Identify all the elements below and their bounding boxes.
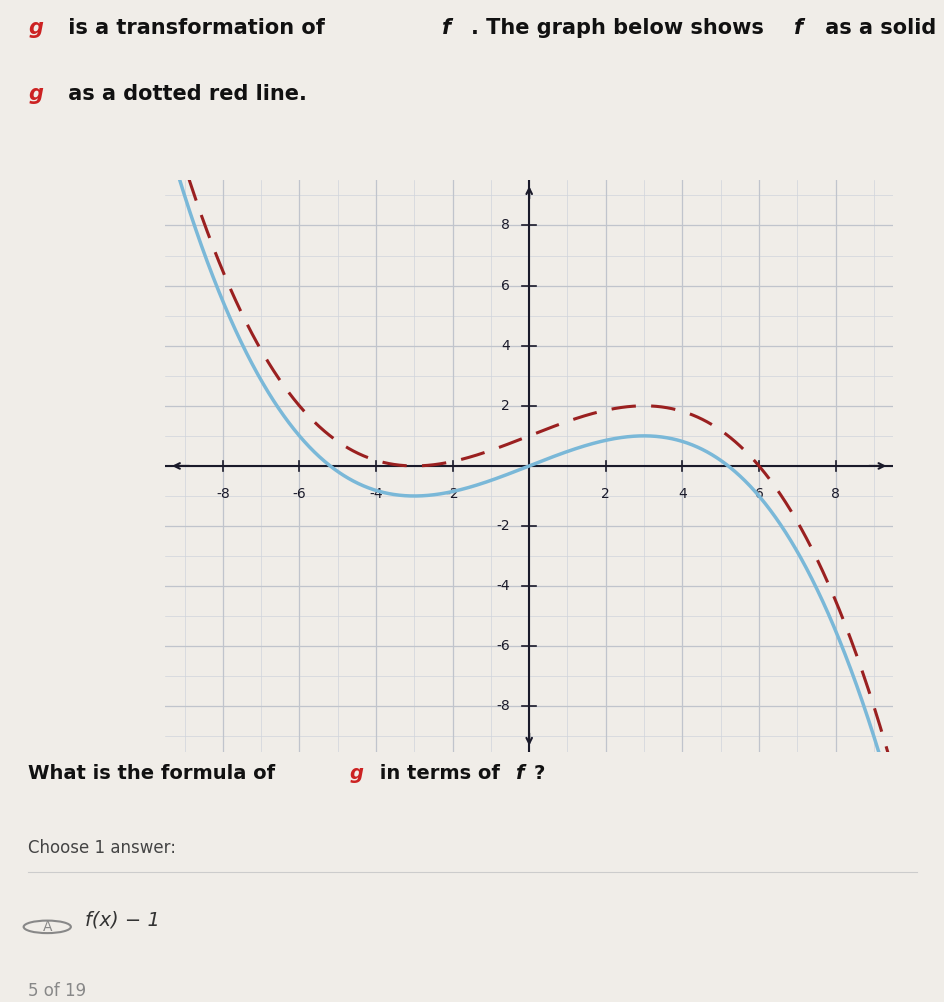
Text: 2: 2 <box>600 487 610 501</box>
Text: g: g <box>28 84 43 104</box>
Text: f: f <box>442 18 451 38</box>
Text: is a transformation of: is a transformation of <box>61 18 332 38</box>
Text: 6: 6 <box>753 487 763 501</box>
Text: . The graph below shows: . The graph below shows <box>470 18 770 38</box>
Text: f: f <box>514 765 523 783</box>
Text: 6: 6 <box>500 279 510 293</box>
Text: -2: -2 <box>446 487 459 501</box>
Text: -2: -2 <box>496 519 510 533</box>
Text: as a solid blue line and: as a solid blue line and <box>818 18 944 38</box>
Text: -6: -6 <box>496 639 510 653</box>
Text: 4: 4 <box>677 487 686 501</box>
Text: 2: 2 <box>500 399 510 413</box>
Text: -6: -6 <box>293 487 306 501</box>
Text: in terms of: in terms of <box>373 765 506 783</box>
Text: f: f <box>793 18 802 38</box>
Text: A: A <box>42 920 52 934</box>
Text: What is the formula of: What is the formula of <box>28 765 282 783</box>
Text: g: g <box>349 765 363 783</box>
Text: -8: -8 <box>216 487 229 501</box>
Text: as a dotted red line.: as a dotted red line. <box>61 84 307 104</box>
Text: 4: 4 <box>500 339 510 353</box>
Text: -4: -4 <box>496 579 510 593</box>
Text: g: g <box>28 18 43 38</box>
Text: ?: ? <box>533 765 545 783</box>
Text: 8: 8 <box>500 218 510 232</box>
Text: -8: -8 <box>496 699 510 713</box>
Text: f(x) − 1: f(x) − 1 <box>85 911 160 930</box>
Text: 5 of 19: 5 of 19 <box>28 982 87 1000</box>
Text: Choose 1 answer:: Choose 1 answer: <box>28 840 177 857</box>
Text: -4: -4 <box>369 487 382 501</box>
Text: 8: 8 <box>831 487 839 501</box>
